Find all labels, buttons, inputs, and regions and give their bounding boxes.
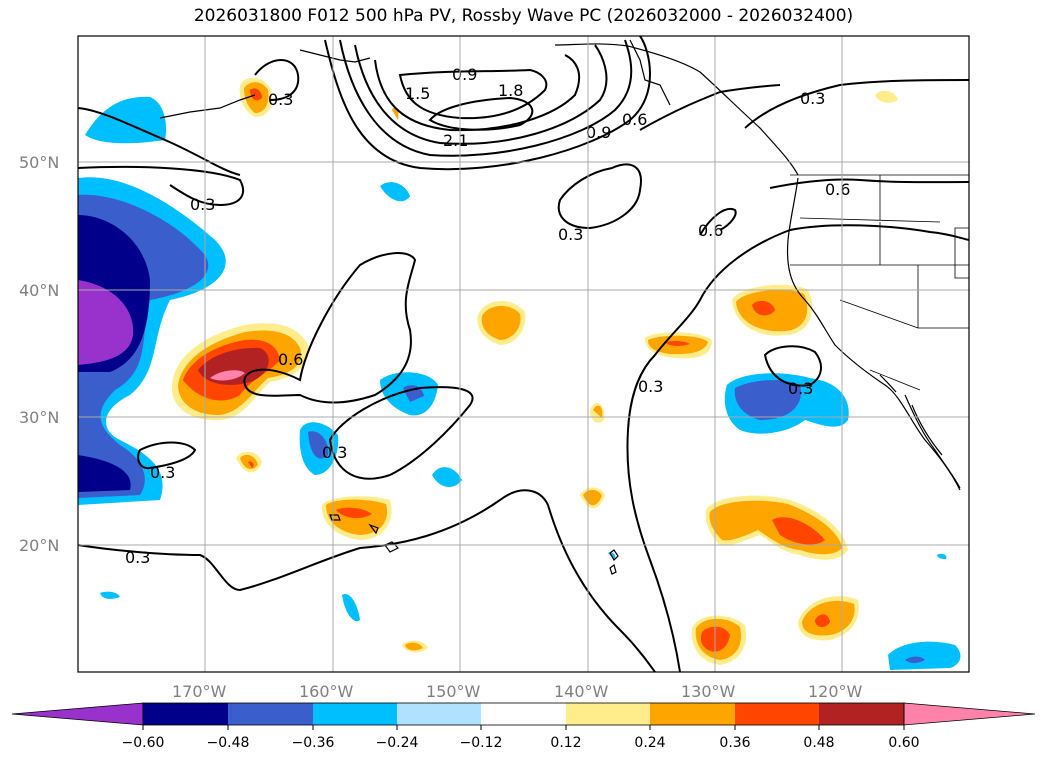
colorbar-segment — [566, 703, 650, 725]
colorbar-tick-label: 0.12 — [550, 735, 581, 751]
contour-label: 0.3 — [190, 195, 215, 214]
negative-anomaly-southeast — [888, 641, 961, 670]
contour-label-group: 0.3 0.3 0.3 0.3 0.3 0.3 0.3 0.3 0.6 0.6 … — [125, 65, 850, 567]
map-title: 2026031800 F012 500 hPa PV, Rossby Wave … — [193, 6, 854, 26]
latitude-labels: 50°N 40°N 30°N 20°N — [19, 153, 59, 555]
lat-label-50n: 50°N — [19, 153, 59, 172]
colorbar-segment — [228, 703, 313, 725]
lon-label-140w: 140°W — [554, 682, 609, 701]
lat-label-30n: 30°N — [19, 408, 59, 427]
lat-label-20n: 20°N — [19, 536, 59, 555]
colorbar-tick-label: 0.48 — [803, 735, 834, 751]
colorbar-tick-label: −0.36 — [292, 735, 335, 751]
contour-label: 0.9 — [586, 123, 611, 142]
contour-label: 0.6 — [698, 221, 723, 240]
lon-label-160w: 160°W — [299, 682, 354, 701]
colorbar-tick-label: −0.48 — [207, 735, 250, 751]
colorbar-extend-right — [903, 702, 1036, 726]
colorbar-segment — [819, 703, 904, 725]
contour-label: 0.6 — [622, 110, 647, 129]
contour-label: 0.3 — [800, 89, 825, 108]
lat-label-40n: 40°N — [19, 281, 59, 300]
contour-label: 0.6 — [825, 180, 850, 199]
contour-label-east-loop: 0.3 — [788, 379, 813, 398]
shading-layer — [78, 77, 961, 670]
colorbar-extend-left — [11, 702, 144, 726]
colorbar-tick-label: −0.60 — [122, 735, 165, 751]
contour-label: 0.9 — [452, 65, 477, 84]
colorbar: −0.60 −0.48 −0.36 −0.24 −0.12 0.12 0.24 … — [11, 702, 1036, 751]
contour-label: 0.3 — [150, 463, 175, 482]
lon-label-130w: 130°W — [681, 682, 736, 701]
lon-label-170w: 170°W — [172, 682, 227, 701]
lon-label-150w: 150°W — [426, 682, 481, 701]
colorbar-tick-label: 0.60 — [888, 735, 919, 751]
contour-label: 0.3 — [322, 443, 347, 462]
map-frame — [77, 35, 970, 673]
pv-contours — [77, 35, 970, 673]
longitude-labels: 170°W 160°W 150°W 140°W 130°W 120°W — [172, 682, 863, 701]
colorbar-segment — [650, 703, 735, 725]
colorbar-segment — [735, 703, 819, 725]
lon-label-120w: 120°W — [808, 682, 863, 701]
gridlines — [78, 36, 969, 672]
borders — [790, 174, 970, 391]
colorbar-tick-label: −0.24 — [376, 735, 419, 751]
contour-label: 2.1 — [443, 131, 468, 150]
coastlines — [159, 39, 961, 575]
contour-label: 1.5 — [405, 84, 430, 103]
colorbar-segment — [143, 703, 228, 725]
colorbar-segment — [313, 703, 397, 725]
contour-label: 1.8 — [498, 81, 523, 100]
contour-label: 0.3 — [638, 377, 663, 396]
contour-label: 0.3 — [125, 548, 150, 567]
colorbar-segment — [397, 703, 481, 725]
colorbar-segment — [481, 703, 566, 725]
contour-label: 0.6 — [278, 350, 303, 369]
contour-label: 0.3 — [268, 90, 293, 109]
colorbar-tick-label: 0.24 — [634, 735, 665, 751]
colorbar-tick-label: −0.12 — [460, 735, 503, 751]
contour-label: 0.3 — [558, 225, 583, 244]
colorbar-tick-label: 0.36 — [719, 735, 750, 751]
